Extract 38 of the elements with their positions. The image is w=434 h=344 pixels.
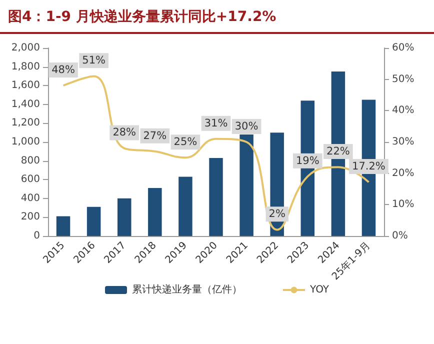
y-tick-label: 800 <box>20 155 40 166</box>
data-label: 51% <box>82 54 106 67</box>
y-tick-label: 200 <box>20 212 40 223</box>
data-label: 28% <box>112 126 136 139</box>
data-label: 30% <box>234 120 258 132</box>
y-tick-label: 1,000 <box>11 136 40 148</box>
y-tick-label: 1,800 <box>11 61 40 72</box>
legend-label: YOY <box>309 284 330 296</box>
y-tick-label: 1,400 <box>11 98 40 110</box>
y-tick-label: 600 <box>20 174 40 186</box>
data-label: 22% <box>326 146 350 158</box>
bar <box>56 216 70 236</box>
y-tick-label: 2,000 <box>11 42 40 54</box>
bar <box>86 206 101 236</box>
data-label: 27% <box>143 130 167 142</box>
y2-tick-label: 20% <box>392 168 414 179</box>
bar <box>209 158 223 236</box>
data-label: 19% <box>296 154 320 167</box>
data-label: 2% <box>268 208 286 220</box>
y2-tick-label: 50% <box>392 74 414 85</box>
y2-tick-label: 40% <box>392 105 414 116</box>
y-tick-label: 1,600 <box>11 80 40 92</box>
legend-label: 累计快递业务量（亿件） <box>132 284 242 296</box>
y2-tick-label: 60% <box>392 42 414 54</box>
y-tick-label: 1,200 <box>11 118 40 129</box>
y-tick-label: 400 <box>20 192 40 204</box>
data-label: 48% <box>52 64 75 76</box>
chart-title: 图4：1-9 月快递业务量累计同比+17.2% <box>8 8 276 26</box>
data-label: 25% <box>174 136 198 148</box>
data-label: 31% <box>204 117 228 130</box>
y2-tick-label: 0% <box>392 230 408 242</box>
bar <box>117 198 132 236</box>
data-label: 17.2% <box>352 160 386 173</box>
bar <box>178 176 192 236</box>
y-tick-label: 0 <box>34 230 40 242</box>
y2-tick-label: 10% <box>392 199 414 210</box>
y2-tick-label: 30% <box>392 136 414 148</box>
bar <box>148 188 162 236</box>
